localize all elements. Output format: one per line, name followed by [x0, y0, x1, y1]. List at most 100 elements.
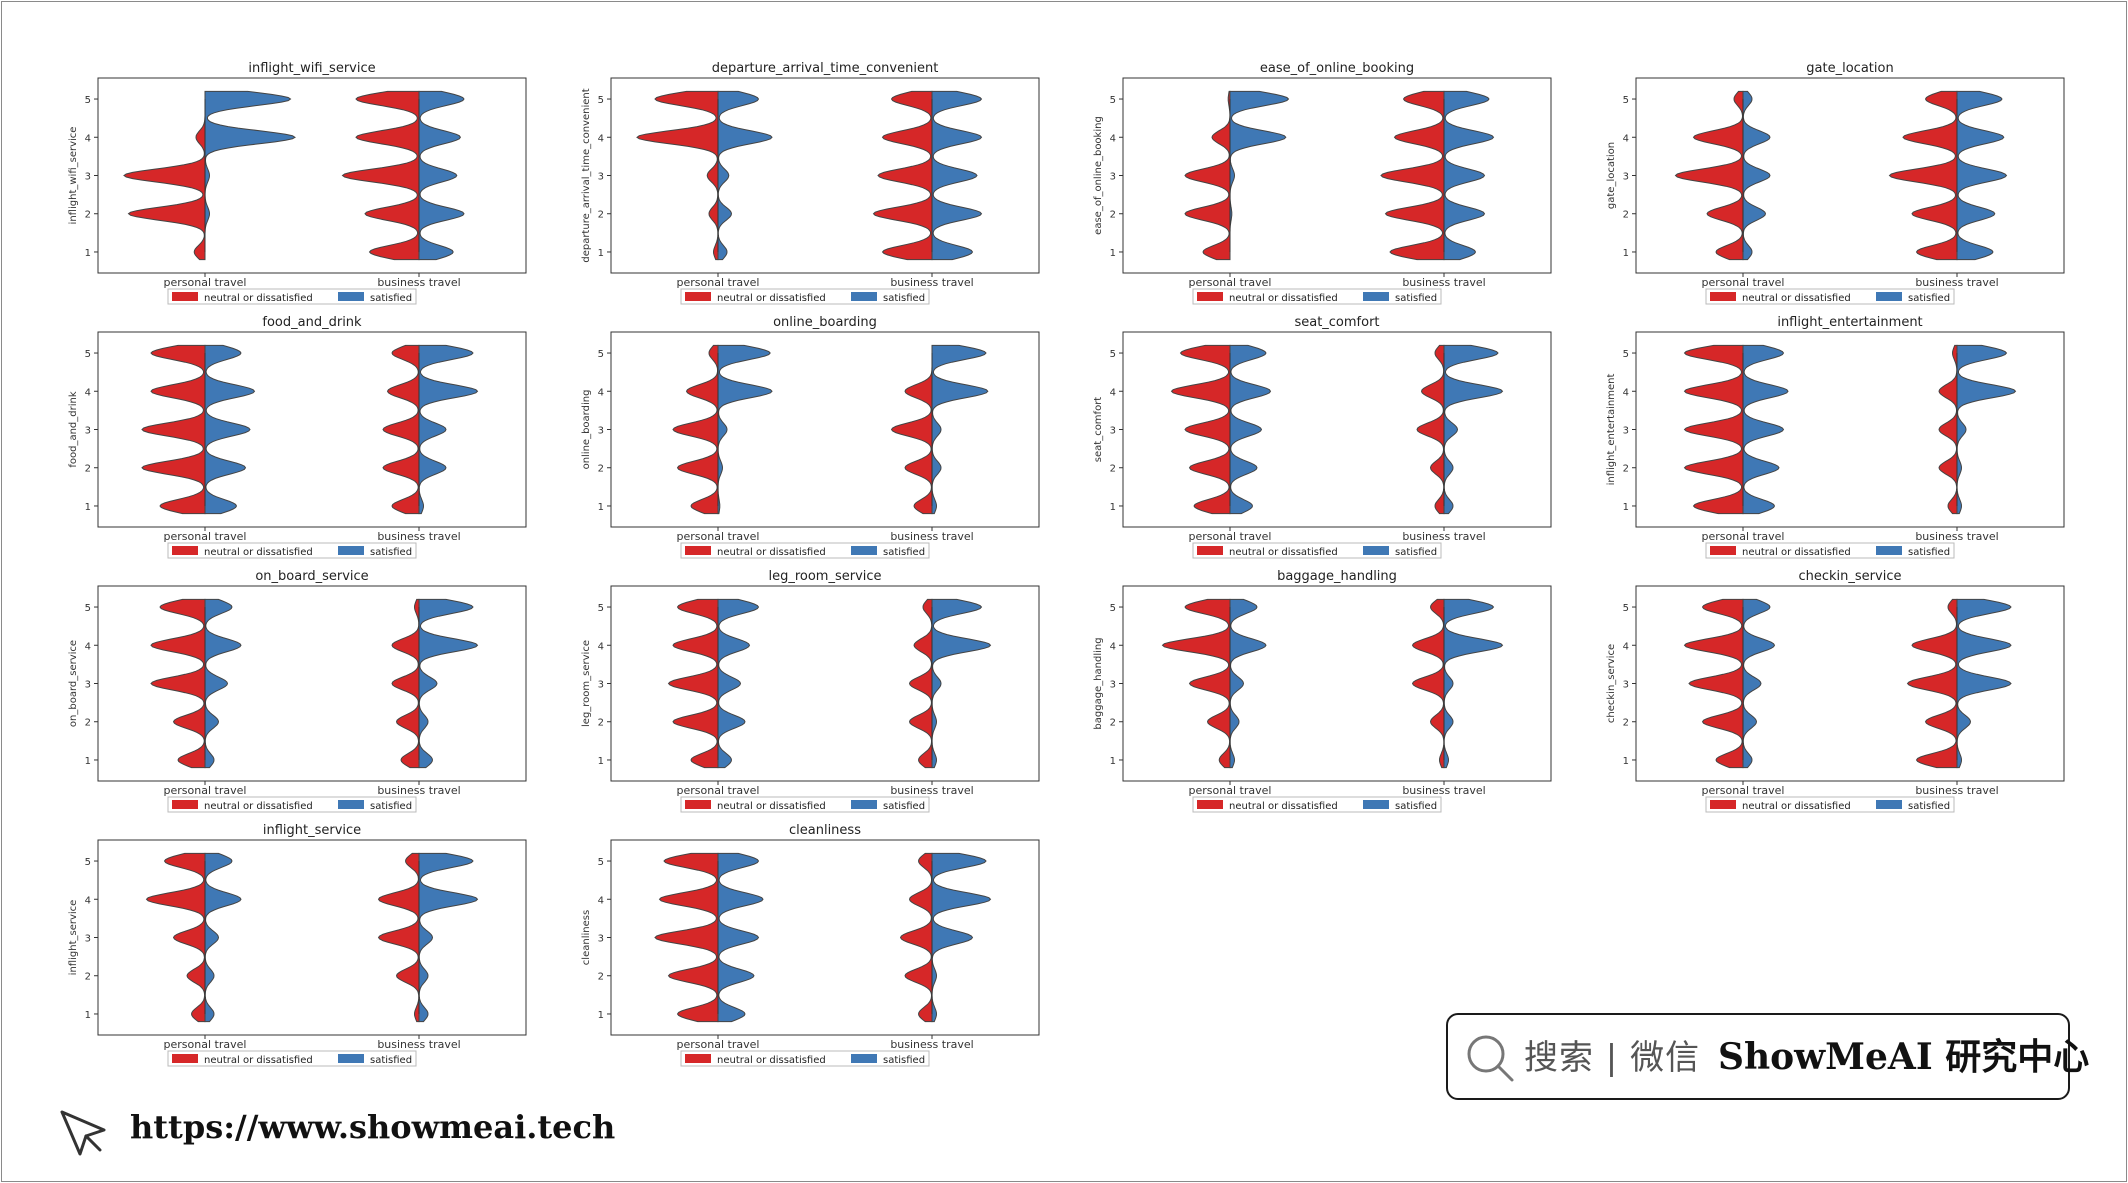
legend-swatch-satisfied — [1363, 800, 1389, 809]
legend-swatch-satisfied — [1876, 292, 1902, 301]
y-axis-label: inflight_entertainment — [1606, 374, 1617, 486]
y-tick-label: 4 — [85, 387, 91, 398]
violin-left-half — [341, 90, 420, 261]
violin-left-half — [899, 852, 933, 1023]
legend-swatch-neutral — [1710, 292, 1736, 301]
y-tick-label: 4 — [85, 895, 91, 906]
y-tick-label: 1 — [1110, 756, 1116, 767]
footer-url-link[interactable]: https://www.showmeai.tech — [130, 1108, 616, 1146]
x-tick-label: personal travel — [1702, 276, 1785, 289]
x-tick-label: personal travel — [164, 530, 247, 543]
y-axis-label: gate_location — [1606, 142, 1617, 209]
legend-swatch-neutral — [172, 546, 198, 555]
y-tick-label: 4 — [1623, 387, 1629, 398]
legend-swatch-neutral — [685, 546, 711, 555]
legend-label-satisfied: satisfied — [1908, 293, 1950, 304]
y-tick-label: 5 — [85, 95, 91, 106]
legend-label-neutral: neutral or dissatisfied — [1742, 293, 1851, 304]
y-tick-label: 3 — [598, 934, 604, 945]
legend-label-satisfied: satisfied — [1395, 801, 1437, 812]
violin-panel-inflight-entertainment: inflight_entertainment inflight_entertain… — [1606, 312, 2086, 559]
panel-title: on_board_service — [255, 569, 368, 584]
panel-title: inflight_entertainment — [1777, 315, 1922, 330]
y-axis-label: on_board_service — [68, 640, 79, 727]
y-tick-label: 2 — [85, 210, 91, 221]
y-tick-label: 2 — [1623, 718, 1629, 729]
violin-panel-online-boarding: online_boarding online_boarding 1 2 3 4 5 perso… — [581, 312, 1061, 559]
y-tick-label: 4 — [598, 387, 604, 398]
y-tick-label: 3 — [85, 934, 91, 945]
legend-label-satisfied: satisfied — [1395, 547, 1437, 558]
y-tick-label: 3 — [598, 680, 604, 691]
violin-left-half — [1906, 598, 1958, 769]
y-tick-label: 3 — [1110, 172, 1116, 183]
y-tick-label: 2 — [1110, 210, 1116, 221]
y-tick-label: 4 — [1110, 387, 1116, 398]
x-tick-label: business travel — [890, 784, 973, 797]
y-tick-label: 3 — [1110, 680, 1116, 691]
x-tick-label: business travel — [377, 1038, 460, 1051]
violin-panel-inflight-wifi-service: inflight_wifi_service inflight_wifi_servi… — [68, 58, 548, 305]
y-tick-label: 1 — [1623, 756, 1629, 767]
y-tick-label: 5 — [85, 349, 91, 360]
x-tick-label: personal travel — [1189, 276, 1272, 289]
y-tick-label: 3 — [85, 680, 91, 691]
y-tick-label: 4 — [598, 133, 604, 144]
y-axis-label: checkin_service — [1606, 644, 1617, 723]
search-box[interactable]: 搜索 | 微信 ShowMeAI 研究中心 — [1446, 1013, 2089, 1100]
violin-panel-food-and-drink: food_and_drink food_and_drink 1 2 3 4 5 persona… — [68, 312, 548, 559]
y-tick-label: 1 — [1110, 248, 1116, 259]
y-tick-label: 5 — [85, 857, 91, 868]
y-tick-label: 4 — [1110, 133, 1116, 144]
x-tick-label: business travel — [890, 276, 973, 289]
legend-label-satisfied: satisfied — [883, 801, 925, 812]
legend-label-neutral: neutral or dissatisfied — [717, 547, 826, 558]
legend-label-neutral: neutral or dissatisfied — [717, 801, 826, 812]
y-tick-label: 1 — [598, 756, 604, 767]
y-tick-label: 5 — [598, 95, 604, 106]
legend-swatch-neutral — [1710, 800, 1736, 809]
y-tick-label: 4 — [1623, 133, 1629, 144]
y-tick-label: 5 — [1110, 95, 1116, 106]
plot-area — [97, 839, 527, 1036]
y-tick-label: 5 — [1623, 95, 1629, 106]
y-axis-label: online_boarding — [581, 390, 592, 470]
x-tick-label: personal travel — [164, 276, 247, 289]
x-tick-label: business travel — [377, 276, 460, 289]
panel-title: inflight_service — [263, 823, 361, 838]
violin-panel-checkin-service: checkin_service checkin_service 1 2 3 4 5 perso… — [1606, 566, 2086, 813]
panel-title: inflight_wifi_service — [248, 61, 375, 76]
violin-panel-seat-comfort: seat_comfort seat_comfort 1 2 3 4 5 personal tr… — [1093, 312, 1573, 559]
violin-right-half — [204, 344, 256, 515]
violin-left-half — [1683, 344, 1744, 515]
y-axis-label: seat_comfort — [1093, 397, 1104, 463]
y-tick-label: 2 — [598, 972, 604, 983]
x-tick-label: business travel — [1915, 784, 1998, 797]
legend-label-satisfied: satisfied — [370, 1055, 412, 1066]
legend-swatch-satisfied — [851, 546, 877, 555]
y-tick-label: 1 — [85, 1010, 91, 1021]
y-tick-label: 3 — [598, 426, 604, 437]
violin-right-half — [1443, 90, 1495, 261]
legend-swatch-neutral — [685, 1054, 711, 1063]
legend-label-satisfied: satisfied — [1908, 801, 1950, 812]
y-tick-label: 5 — [1110, 349, 1116, 360]
y-tick-label: 4 — [598, 641, 604, 652]
violin-panel-baggage-handling: baggage_handling baggage_handling 1 2 3 4 5 per… — [1093, 566, 1573, 813]
y-tick-label: 2 — [598, 718, 604, 729]
panel-title: checkin_service — [1799, 569, 1902, 584]
legend-swatch-neutral — [685, 800, 711, 809]
y-tick-label: 1 — [85, 502, 91, 513]
panel-title: baggage_handling — [1277, 569, 1397, 584]
legend-label-satisfied: satisfied — [370, 293, 412, 304]
legend-swatch-neutral — [1197, 546, 1223, 555]
legend-swatch-satisfied — [338, 800, 364, 809]
panel-title: ease_of_online_booking — [1260, 61, 1414, 76]
y-tick-label: 1 — [598, 1010, 604, 1021]
legend-label-satisfied: satisfied — [883, 547, 925, 558]
legend-label-neutral: neutral or dissatisfied — [1229, 293, 1338, 304]
legend-swatch-neutral — [172, 292, 198, 301]
y-axis-label: leg_room_service — [581, 640, 592, 727]
y-tick-label: 1 — [1623, 502, 1629, 513]
search-icon — [1467, 1035, 1514, 1082]
